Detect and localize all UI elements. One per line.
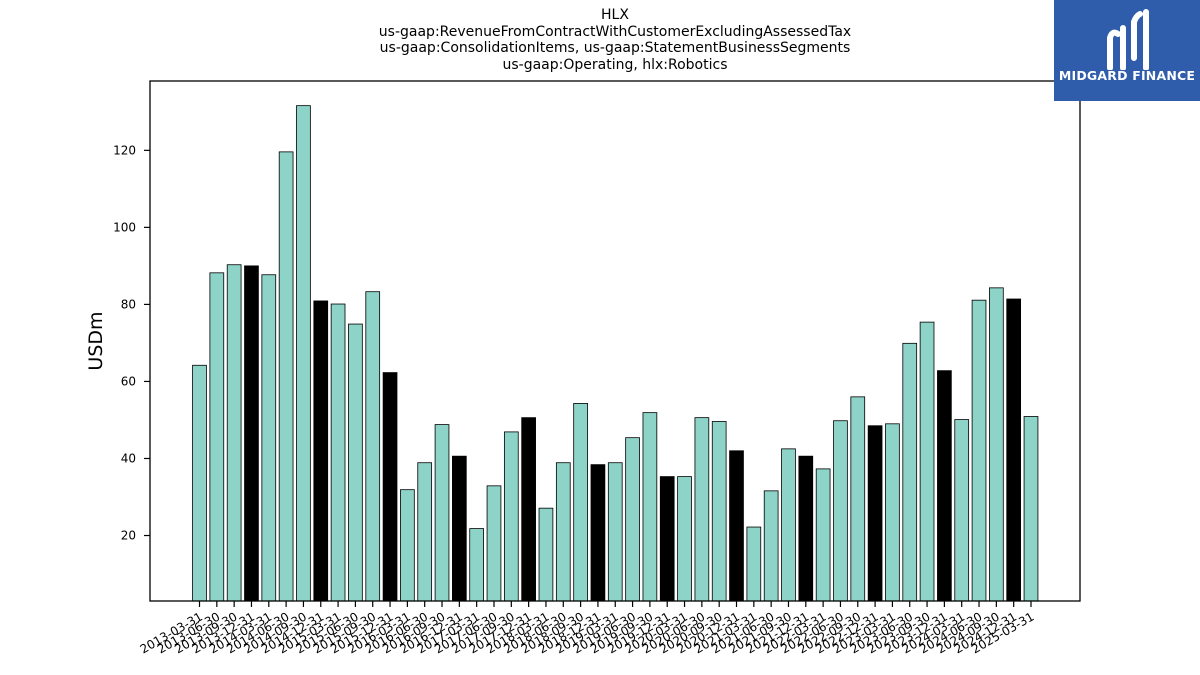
bar-2018-06-30 <box>555 462 571 602</box>
bar-2021-03-31 <box>746 526 762 602</box>
bar-2019-09-30 <box>642 412 658 602</box>
bar-2021-06-30 <box>763 490 779 602</box>
bar-2019-12-31 <box>659 476 675 602</box>
bar-2013-09-30 <box>226 264 242 602</box>
bar-2016-03-31 <box>400 489 415 602</box>
bar-2024-06-30 <box>971 299 987 602</box>
bar-2015-09-30 <box>365 291 381 602</box>
midgard-finance-logo: MIDGARD FINANCE <box>1054 0 1200 101</box>
bar-2020-06-30 <box>694 417 710 602</box>
bar-2025-03-31 <box>1023 416 1039 602</box>
y-axis-label: USDm <box>85 311 107 370</box>
bar-2020-03-31 <box>677 476 692 602</box>
chart-title-line: us-gaap:Operating, hlx:Robotics <box>502 56 728 73</box>
bar-2016-06-30 <box>417 462 433 602</box>
bar-2017-12-31 <box>521 417 536 602</box>
chart-title: HLX us-gaap:RevenueFromContractWithCusto… <box>150 7 1080 73</box>
bar-2019-03-31 <box>607 462 623 602</box>
bar-2024-12-31 <box>1006 298 1022 602</box>
bar-2022-03-31 <box>815 468 831 602</box>
chart-title-line: us-gaap:ConsolidationItems, us-gaap:Stat… <box>379 40 851 56</box>
bar-2015-03-31 <box>330 303 346 602</box>
bar-2024-09-30 <box>989 287 1004 602</box>
bar-2024-03-31 <box>954 419 970 602</box>
bar-2013-03-31 <box>192 364 207 602</box>
y-axis: 20 40 60 80 100 120 <box>113 143 150 543</box>
bar-2022-06-30 <box>833 420 848 602</box>
bar-2017-06-30 <box>486 485 502 602</box>
bar-2019-06-30 <box>625 437 640 602</box>
bar-2022-09-30 <box>850 396 866 602</box>
bar-2023-09-30 <box>919 321 935 602</box>
bar-2023-06-30 <box>902 342 918 602</box>
chart-title-line: us-gaap:RevenueFromContractWithCustomerE… <box>378 23 852 40</box>
bar-2014-03-31 <box>261 274 277 602</box>
y-tick-label: 40 <box>121 451 136 465</box>
bar-2014-12-31 <box>313 300 329 602</box>
y-tick-label: 80 <box>121 297 136 311</box>
bar-2016-12-31 <box>452 455 467 602</box>
y-tick-label: 20 <box>121 529 136 543</box>
bar-2021-09-30 <box>781 448 796 602</box>
bar-2021-12-31 <box>798 455 814 602</box>
bar-2014-06-30 <box>278 151 294 602</box>
bar-2016-09-30 <box>434 424 450 602</box>
y-tick-label: 100 <box>113 220 136 234</box>
x-axis: 2013-03-312013-06-302013-09-302013-12-31… <box>138 601 1037 656</box>
chart-title-line: HLX <box>601 7 629 23</box>
logo-mark-icon <box>1107 9 1149 70</box>
bar-2014-09-30 <box>296 105 311 602</box>
y-tick-label: 120 <box>113 143 136 157</box>
bar-2018-12-31 <box>590 464 606 602</box>
bar-2017-09-30 <box>503 431 519 602</box>
bar-2023-03-31 <box>885 423 900 602</box>
bar-2020-12-31 <box>729 450 744 602</box>
bar-2018-09-30 <box>573 402 588 602</box>
bar-2015-06-30 <box>348 323 363 602</box>
bar-2020-09-30 <box>711 421 727 602</box>
bar-2022-12-31 <box>867 425 883 602</box>
bar-2013-12-31 <box>244 265 259 602</box>
bar-2023-12-31 <box>937 370 952 602</box>
bar-2018-03-31 <box>538 507 554 602</box>
y-tick-label: 60 <box>121 374 136 388</box>
bar-2013-06-30 <box>209 272 225 602</box>
logo-text: MIDGARD FINANCE <box>1058 68 1196 83</box>
bar-2017-03-31 <box>469 528 484 602</box>
bar-2015-12-31 <box>382 372 398 602</box>
bars-group <box>192 105 1039 602</box>
